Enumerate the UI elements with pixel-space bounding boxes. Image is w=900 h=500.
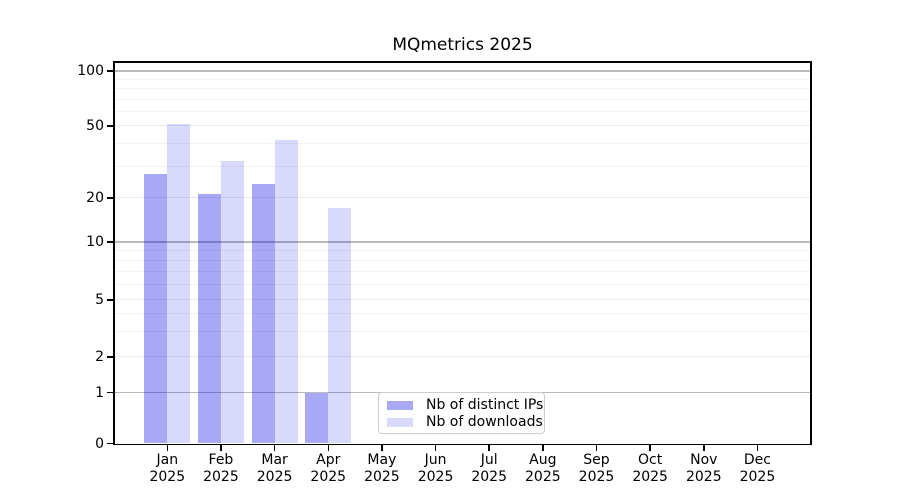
y-tick-mark [107, 442, 114, 445]
y-tick-label: 20 [86, 190, 104, 206]
x-tick-mark [595, 445, 598, 451]
bar-downloads-mar-2025 [274, 139, 298, 444]
legend-swatch-downloads [387, 417, 413, 427]
y-tick-label: 100 [77, 63, 104, 79]
plot-area [114, 61, 811, 444]
x-tick-label: Jan 2025 [149, 452, 186, 485]
y-tick-label: 1 [95, 384, 104, 401]
y-tick-mark [107, 241, 114, 243]
x-tick-label: Jun 2025 [417, 452, 454, 485]
bar-distinct-ips-apr-2025 [305, 392, 329, 444]
gridline-minor [114, 78, 811, 80]
x-tick-label: Aug 2025 [525, 452, 561, 485]
x-tick-label: Apr 2025 [310, 452, 347, 485]
x-tick-mark [273, 445, 276, 451]
gridline-minor [114, 98, 811, 100]
x-tick-mark [649, 445, 651, 451]
y-tick-label: 2 [95, 349, 104, 365]
bar-distinct-ips-jan-2025 [144, 174, 168, 444]
y-tick-label: 50 [86, 118, 104, 134]
bar-downloads-apr-2025 [328, 208, 352, 444]
gridline [114, 299, 811, 301]
gridline [114, 197, 811, 199]
legend-item-distinct-ips: Nb of distinct IPs [379, 397, 544, 414]
gridline-minor [114, 88, 811, 90]
bar-downloads-jan-2025 [167, 124, 191, 444]
y-tick-mark [107, 70, 114, 72]
x-tick-label: Oct 2025 [632, 452, 668, 485]
gridline [114, 125, 811, 127]
x-tick-mark [220, 445, 222, 451]
x-tick-mark [756, 445, 759, 451]
gridline-minor [114, 331, 811, 333]
x-tick-label: Nov 2025 [685, 452, 722, 485]
x-tick-label: Dec 2025 [739, 452, 776, 485]
gridline-minor [114, 271, 811, 273]
legend-swatch-distinct-ips [387, 400, 413, 410]
gridline-major [114, 241, 811, 243]
y-tick-label: 0 [95, 435, 104, 452]
x-tick-mark [327, 445, 329, 451]
x-tick-label: May 2025 [364, 452, 400, 485]
gridline [114, 356, 811, 358]
gridline-minor [114, 284, 811, 286]
x-tick-mark [542, 445, 544, 451]
x-tick-mark [703, 445, 705, 451]
y-tick-mark [107, 299, 114, 301]
x-tick-mark [166, 445, 169, 451]
y-tick-mark [107, 197, 114, 199]
gridline-minor [114, 165, 811, 167]
y-tick-label: 5 [95, 292, 104, 308]
y-axis-spine [113, 61, 115, 445]
legend-label-downloads: Nb of downloads [426, 414, 543, 430]
gridline-minor [114, 260, 811, 262]
bar-downloads-feb-2025 [220, 161, 244, 444]
gridline-minor [114, 142, 811, 145]
gridline-minor [114, 250, 811, 252]
gridline-minor [114, 110, 811, 113]
x-tick-label: Mar 2025 [256, 452, 293, 485]
legend: Nb of distinct IPs Nb of downloads [378, 391, 545, 434]
legend-label-distinct-ips: Nb of distinct IPs [426, 397, 544, 413]
x-tick-label: Jul 2025 [471, 452, 507, 485]
x-axis-spine [113, 443, 812, 446]
y-tick-mark [107, 356, 114, 358]
y-tick-mark [107, 391, 114, 394]
gridline-major [114, 70, 811, 72]
chart-title: MQmetrics 2025 [392, 35, 533, 55]
right-spine [810, 61, 812, 445]
bar-distinct-ips-mar-2025 [251, 183, 275, 444]
y-tick-label: 10 [86, 234, 104, 250]
x-tick-mark [381, 445, 383, 451]
bar-distinct-ips-feb-2025 [197, 194, 221, 444]
top-spine [113, 61, 812, 63]
y-tick-mark [107, 125, 114, 127]
x-tick-mark [434, 445, 437, 451]
legend-item-downloads: Nb of downloads [379, 414, 544, 431]
gridline-minor [114, 313, 811, 315]
x-tick-label: Feb 2025 [203, 452, 239, 485]
x-tick-label: Sep 2025 [578, 452, 615, 485]
x-tick-mark [488, 445, 490, 451]
